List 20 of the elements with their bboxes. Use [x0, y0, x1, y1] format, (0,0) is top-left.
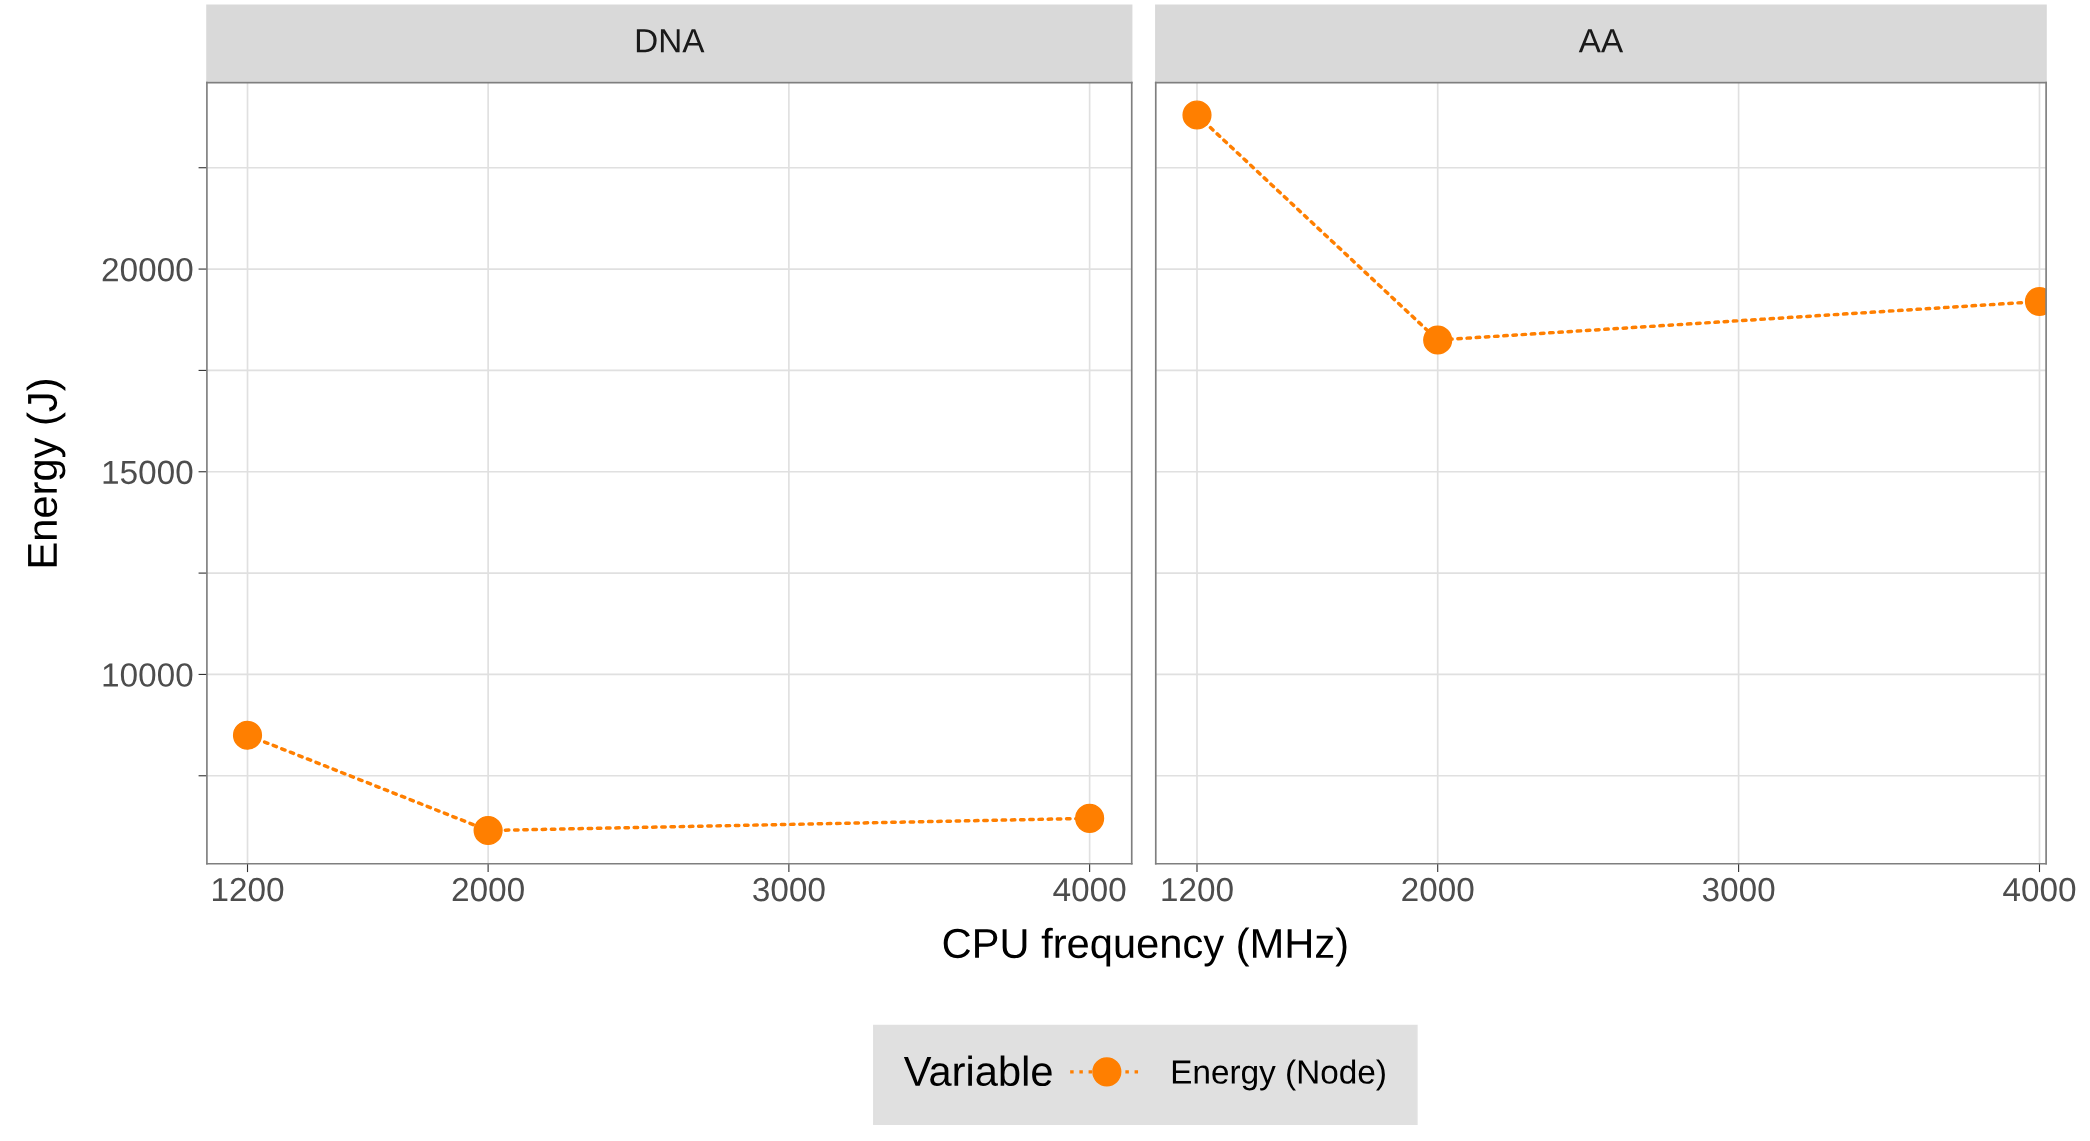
point [232, 720, 263, 750]
y-tick-label: 20000 [102, 257, 193, 282]
point [473, 815, 503, 846]
x-tick-label: 1200 [1162, 877, 1233, 902]
chart-title: AA [1578, 29, 1624, 53]
legend-label: Energy (Node) [1172, 1059, 1385, 1091]
x-tick-label: 4000 [1053, 877, 1126, 902]
x-tick-label: 4000 [2003, 877, 2076, 902]
x-tick-label: 3000 [753, 877, 825, 902]
y-tick-label: 15000 [103, 460, 193, 485]
x-axis-title: CPU frequency (MHz) [943, 927, 1347, 967]
x-tick-label: 2000 [452, 877, 524, 902]
y-axis-title: Energy (J) [26, 380, 66, 567]
point [1075, 803, 1105, 833]
x-tick-label: 3000 [1702, 877, 1775, 902]
legend-title: Variable [903, 1055, 1052, 1087]
y-tick-label: 10000 [103, 663, 193, 687]
x-tick-label: 1200 [212, 877, 284, 902]
chart-title: DNA [636, 29, 705, 53]
x-tick-label: 2000 [1402, 877, 1474, 902]
